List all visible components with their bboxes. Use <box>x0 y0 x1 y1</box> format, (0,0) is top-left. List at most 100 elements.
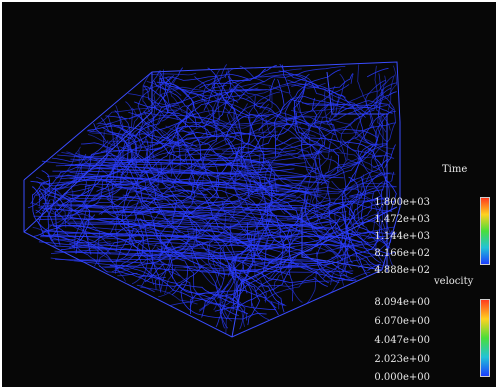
streamline <box>156 84 350 135</box>
streamline <box>38 241 285 254</box>
streamline <box>357 110 397 160</box>
streamline <box>377 116 387 142</box>
streamline <box>283 176 387 268</box>
streamline <box>67 221 334 228</box>
streamline <box>350 152 387 183</box>
streamline <box>42 203 293 209</box>
streamline <box>312 217 393 237</box>
streamline <box>372 109 395 239</box>
streamline <box>140 286 198 305</box>
streamline <box>52 168 295 174</box>
streamline <box>109 87 237 223</box>
streamline <box>50 257 300 272</box>
streamline <box>258 271 371 287</box>
streamline <box>142 77 173 91</box>
streamline <box>164 91 281 189</box>
streamline <box>273 79 285 157</box>
streamline <box>137 70 161 176</box>
streamline <box>121 189 151 253</box>
streamline <box>86 130 122 137</box>
streamline <box>141 213 219 295</box>
domain-edge <box>301 207 383 271</box>
streamline <box>262 238 285 313</box>
velocity-tick-4: 2.023e+00 <box>374 354 430 365</box>
streamline <box>215 262 237 328</box>
streamline <box>333 100 394 117</box>
streamline <box>61 131 225 160</box>
streamline <box>198 64 277 89</box>
velocity-tick-3: 4.047e+00 <box>374 335 430 346</box>
streamline <box>301 102 388 109</box>
streamline <box>270 301 277 309</box>
velocity-tick-1: 8.094e+00 <box>374 297 430 308</box>
streamline <box>59 198 300 218</box>
streamline <box>207 67 239 103</box>
streamline <box>178 131 278 180</box>
time-colorbar <box>480 197 490 265</box>
streamline <box>289 226 397 239</box>
streamline <box>350 73 354 84</box>
streamline <box>322 230 393 279</box>
streamline <box>87 125 186 163</box>
streamline <box>55 164 307 190</box>
streamline <box>201 98 218 169</box>
streamline <box>199 278 232 311</box>
streamline <box>150 231 201 286</box>
streamline <box>76 204 327 231</box>
streamline <box>46 175 322 193</box>
streamline <box>48 224 285 249</box>
streamline <box>150 84 227 123</box>
streamline <box>204 73 310 137</box>
streamline <box>167 241 228 320</box>
streamline <box>78 204 275 265</box>
streamline <box>156 247 239 316</box>
streamline <box>356 210 390 232</box>
streamline <box>251 302 270 320</box>
streamline <box>161 100 344 154</box>
velocity-colorbar <box>480 299 490 377</box>
streamline <box>243 198 290 259</box>
velocity-tick-2: 6.070e+00 <box>374 316 430 327</box>
streamline <box>47 183 66 247</box>
streamline <box>348 181 384 197</box>
streamline <box>311 209 347 273</box>
streamline <box>159 129 263 187</box>
streamline <box>221 150 392 200</box>
streamline <box>74 260 354 273</box>
streamline <box>67 221 335 238</box>
streamline <box>356 174 386 265</box>
streamline <box>340 82 397 161</box>
streamline <box>32 185 49 202</box>
streamline <box>120 101 134 140</box>
streamline <box>275 234 382 264</box>
streamline <box>96 105 178 125</box>
streamline <box>225 70 228 78</box>
streamline <box>93 123 106 142</box>
streamline <box>257 74 366 118</box>
streamline <box>146 81 259 93</box>
streamline <box>131 256 148 285</box>
domain-edge <box>23 61 401 181</box>
streamline <box>317 186 397 195</box>
streamline <box>183 266 279 316</box>
streamline <box>357 263 391 269</box>
time-tick-3: 1.144e+03 <box>374 231 430 242</box>
streamline <box>158 74 182 97</box>
time-tick-4: 8.166e+02 <box>374 248 430 259</box>
streamline <box>68 178 227 199</box>
streamline <box>232 294 246 330</box>
streamline <box>285 238 385 256</box>
streamline <box>45 199 114 263</box>
streamline <box>122 181 202 206</box>
streamline <box>197 86 273 127</box>
streamline <box>31 202 84 217</box>
streamline <box>211 68 221 131</box>
streamline <box>106 198 194 307</box>
streamline <box>158 277 188 298</box>
streamline <box>324 88 375 134</box>
streamline <box>227 75 336 136</box>
streamline <box>145 138 208 196</box>
streamline <box>55 257 324 262</box>
